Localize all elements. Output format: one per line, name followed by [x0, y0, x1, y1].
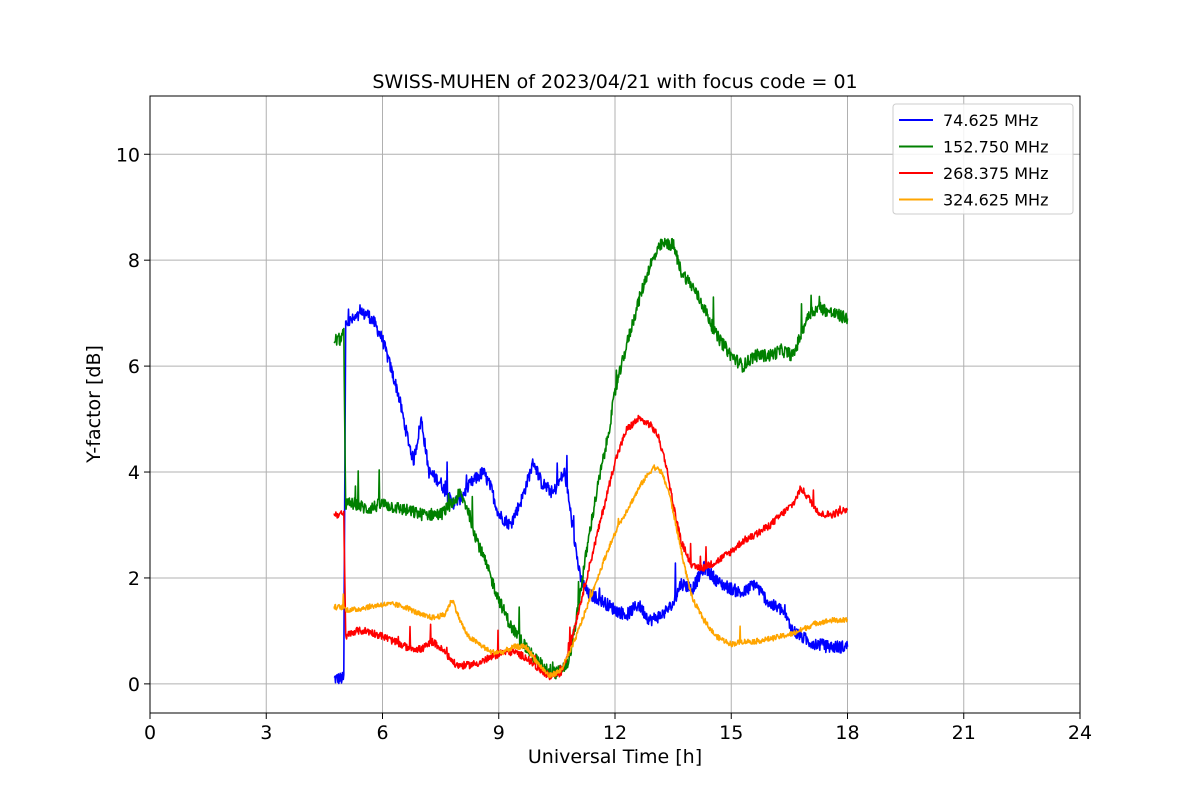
x-tick-label: 0 [144, 722, 156, 744]
y-tick-label: 6 [128, 356, 140, 378]
series-line [333, 464, 849, 678]
series-line [333, 237, 849, 680]
chart-title: SWISS-MUHEN of 2023/04/21 with focus cod… [372, 71, 857, 93]
legend: 74.625 MHz 152.750 MHz 268.375 MHz 324.625 … [892, 103, 1074, 215]
legend-label: 152.750 MHz [943, 138, 1048, 157]
x-tick-label: 12 [603, 722, 627, 744]
legend-label: 268.375 MHz [943, 164, 1048, 183]
series-line [333, 414, 849, 681]
x-tick-label: 15 [719, 722, 743, 744]
y-tick-label: 2 [128, 568, 140, 590]
x-tick-label: 9 [493, 722, 505, 744]
y-axis: 0 2 4 6 8 10 [116, 144, 150, 696]
x-tick-label: 6 [376, 722, 388, 744]
legend-label: 324.625 MHz [943, 191, 1048, 210]
series-line [333, 304, 849, 685]
grid [149, 96, 1081, 713]
legend-label: 74.625 MHz [943, 111, 1038, 130]
x-axis: 0 3 6 9 12 15 18 21 24 [144, 713, 1092, 744]
y-tick-label: 0 [128, 674, 140, 696]
x-tick-label: 24 [1068, 722, 1092, 744]
y-tick-label: 8 [128, 250, 140, 272]
x-tick-label: 3 [260, 722, 272, 744]
x-axis-label: Universal Time [h] [528, 746, 702, 768]
y-tick-label: 10 [116, 144, 140, 166]
series-layer [333, 237, 849, 685]
legend-box [892, 103, 1074, 215]
y-tick-label: 4 [128, 462, 140, 484]
x-tick-label: 21 [952, 722, 976, 744]
y-axis-label: Y-factor [dB] [83, 345, 105, 464]
x-tick-label: 18 [835, 722, 859, 744]
